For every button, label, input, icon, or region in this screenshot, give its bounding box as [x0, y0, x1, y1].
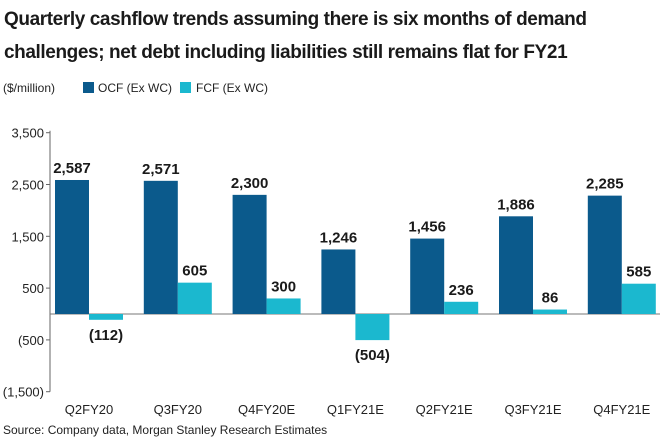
- chart-title-line-2: challenges; net debt including liabiliti…: [4, 42, 568, 63]
- bar-fcf: [89, 314, 123, 320]
- bar-ocf: [232, 194, 267, 314]
- x-category-label: Q1FY21E: [327, 402, 384, 417]
- y-tick-label: 500: [22, 281, 44, 296]
- data-label: 605: [182, 263, 207, 280]
- data-label: (504): [355, 347, 390, 364]
- y-tick-label: (1,500): [3, 385, 44, 400]
- y-tick-label: (500: [18, 333, 44, 348]
- data-label: (112): [89, 327, 123, 344]
- data-label: 236: [449, 282, 474, 299]
- x-category-label: Q3FY21E: [504, 402, 561, 417]
- data-label: 1,456: [408, 219, 446, 236]
- source-note: Source: Company data, Morgan Stanley Res…: [3, 423, 327, 437]
- data-label: 300: [271, 278, 296, 295]
- bar-fcf: [621, 283, 656, 314]
- data-label: 2,285: [586, 176, 624, 193]
- bar-fcf: [177, 282, 212, 314]
- data-label: 1,246: [320, 229, 358, 246]
- legend-label-ocf: OCF (Ex WC): [98, 81, 172, 95]
- x-category-label: Q2FY21E: [416, 402, 473, 417]
- x-category-label: Q4FY21E: [593, 402, 650, 417]
- data-label: 1,886: [497, 196, 535, 213]
- bar-ocf: [321, 249, 356, 314]
- unit-label: ($/million): [3, 81, 55, 95]
- data-label: 585: [626, 264, 651, 281]
- bar-fcf: [355, 314, 390, 341]
- bar-ocf: [143, 180, 178, 314]
- bar-ocf: [587, 195, 622, 314]
- bar-ocf: [499, 216, 533, 314]
- y-tick-label: 2,500: [11, 178, 44, 193]
- y-tick-label: 3,500: [11, 126, 44, 141]
- data-label: 86: [542, 290, 559, 307]
- bar-fcf: [266, 298, 301, 314]
- chart-title-line-1: Quarterly cashflow trends assuming there…: [4, 9, 587, 30]
- bar-ocf: [55, 179, 89, 314]
- bar-fcf: [444, 301, 479, 314]
- data-label: 2,571: [142, 161, 180, 178]
- bar-ocf: [410, 238, 445, 314]
- legend-label-fcf: FCF (Ex WC): [196, 81, 268, 95]
- data-label: 2,587: [53, 160, 91, 177]
- bar-fcf: [533, 309, 567, 314]
- x-category-label: Q4FY20E: [238, 402, 295, 417]
- legend-swatch-fcf: [180, 82, 191, 93]
- x-category-label: Q3FY20: [154, 402, 202, 417]
- x-category-label: Q2FY20: [65, 402, 113, 417]
- data-label: 2,300: [231, 175, 269, 192]
- legend-swatch-ocf: [83, 82, 94, 93]
- y-tick-label: 1,500: [11, 229, 44, 244]
